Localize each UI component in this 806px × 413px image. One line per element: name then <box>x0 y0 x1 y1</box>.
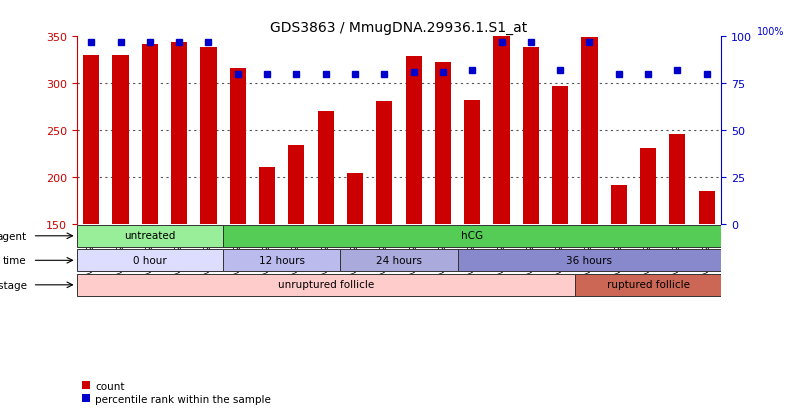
Text: 36 hours: 36 hours <box>567 255 613 265</box>
Bar <box>458 250 721 272</box>
Text: development stage: development stage <box>0 280 27 290</box>
Bar <box>171 43 187 224</box>
Bar <box>318 112 334 224</box>
Bar <box>347 173 363 224</box>
Bar <box>493 37 509 224</box>
Bar <box>223 225 721 247</box>
Bar <box>640 148 656 224</box>
Bar <box>230 69 246 224</box>
Text: ruptured follicle: ruptured follicle <box>607 280 690 290</box>
Bar <box>669 134 685 224</box>
Bar <box>201 47 217 224</box>
Bar <box>581 38 597 224</box>
Bar <box>83 56 99 224</box>
Legend: count, percentile rank within the sample: count, percentile rank within the sample <box>81 381 271 404</box>
Title: GDS3863 / MmugDNA.29936.1.S1_at: GDS3863 / MmugDNA.29936.1.S1_at <box>270 21 528 35</box>
Bar <box>552 87 568 224</box>
Bar <box>77 250 223 272</box>
Text: 100%: 100% <box>757 27 784 37</box>
Text: agent: agent <box>0 231 27 241</box>
Text: time: time <box>3 256 27 266</box>
Text: unruptured follicle: unruptured follicle <box>277 280 374 290</box>
Bar <box>464 101 480 224</box>
Bar <box>142 45 158 224</box>
Bar <box>340 250 458 272</box>
Bar <box>611 186 627 224</box>
Bar <box>289 145 305 224</box>
Bar <box>435 63 451 224</box>
Bar <box>77 225 223 247</box>
Bar <box>405 57 422 224</box>
Text: 12 hours: 12 hours <box>259 255 305 265</box>
Bar <box>699 191 715 224</box>
Text: hCG: hCG <box>461 231 484 241</box>
Bar <box>113 56 129 224</box>
Bar <box>77 274 575 296</box>
Bar <box>223 250 340 272</box>
Bar <box>523 48 539 224</box>
Text: 24 hours: 24 hours <box>376 255 422 265</box>
Bar <box>376 102 393 224</box>
Bar <box>575 274 721 296</box>
Text: untreated: untreated <box>124 231 176 241</box>
Text: 0 hour: 0 hour <box>133 255 167 265</box>
Bar <box>259 168 275 224</box>
